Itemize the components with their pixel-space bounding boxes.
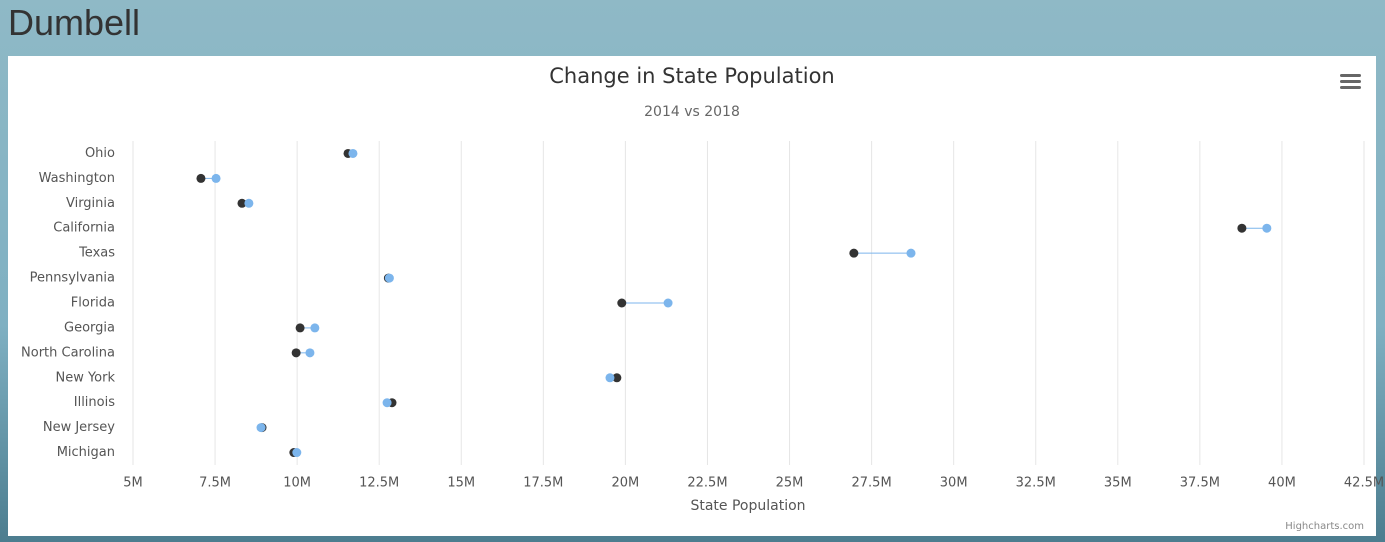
y-tick-label: Florida bbox=[71, 296, 115, 311]
x-tick-label: 27.5M bbox=[852, 476, 892, 491]
dot bbox=[244, 198, 254, 208]
x-tick-label: 17.5M bbox=[523, 476, 563, 491]
dot bbox=[849, 248, 859, 258]
y-tick-label: Texas bbox=[78, 246, 115, 261]
x-tick-label: 35M bbox=[1104, 476, 1132, 491]
dot bbox=[305, 348, 315, 358]
x-tick-label: 15M bbox=[447, 476, 475, 491]
x-tick-label: 7.5M bbox=[199, 476, 231, 491]
x-tick-label: 20M bbox=[612, 476, 640, 491]
dot bbox=[1262, 223, 1272, 233]
x-axis-title: State Population bbox=[690, 498, 805, 514]
x-tick-label: 25M bbox=[776, 476, 804, 491]
x-tick-label: 42.5M bbox=[1344, 476, 1384, 491]
chart-panel bbox=[8, 56, 1376, 536]
dot bbox=[196, 173, 206, 183]
dot bbox=[256, 423, 266, 433]
menu-button[interactable] bbox=[1340, 74, 1361, 89]
x-tick-label: 10M bbox=[283, 476, 311, 491]
x-tick-label: 37.5M bbox=[1180, 476, 1220, 491]
dot bbox=[605, 373, 615, 383]
y-tick-label: North Carolina bbox=[21, 345, 115, 360]
dot bbox=[292, 448, 302, 458]
dot bbox=[348, 148, 358, 158]
y-tick-label: Ohio bbox=[85, 146, 115, 161]
credits: Highcharts.com bbox=[1285, 521, 1364, 532]
chart-title: Change in State Population bbox=[549, 64, 835, 88]
x-tick-label: 40M bbox=[1268, 476, 1296, 491]
x-tick-label: 12.5M bbox=[359, 476, 399, 491]
y-tick-label: New York bbox=[55, 370, 115, 385]
y-tick-label: Washington bbox=[39, 171, 115, 186]
dot bbox=[384, 273, 394, 283]
dot bbox=[1237, 223, 1247, 233]
y-tick-label: Pennsylvania bbox=[30, 271, 115, 286]
dot bbox=[382, 398, 392, 408]
page-title: Dumbell bbox=[8, 2, 141, 43]
x-tick-label: 5M bbox=[123, 476, 143, 491]
dot bbox=[211, 173, 221, 183]
y-tick-label: Virginia bbox=[66, 196, 115, 211]
dot bbox=[612, 373, 622, 383]
y-tick-label: Illinois bbox=[74, 395, 115, 410]
x-tick-label: 30M bbox=[940, 476, 968, 491]
dot bbox=[663, 298, 673, 308]
y-tick-label: Michigan bbox=[57, 445, 115, 460]
dot bbox=[310, 323, 320, 333]
y-tick-label: Georgia bbox=[64, 320, 115, 335]
dot bbox=[906, 248, 916, 258]
dot bbox=[237, 198, 247, 208]
dot bbox=[295, 323, 305, 333]
y-tick-label: California bbox=[53, 221, 115, 236]
dot bbox=[617, 298, 627, 308]
dot bbox=[291, 348, 301, 358]
x-tick-label: 32.5M bbox=[1016, 476, 1056, 491]
x-tick-label: 22.5M bbox=[687, 476, 727, 491]
chart-subtitle: 2014 vs 2018 bbox=[644, 104, 740, 120]
y-tick-label: New Jersey bbox=[43, 420, 115, 435]
